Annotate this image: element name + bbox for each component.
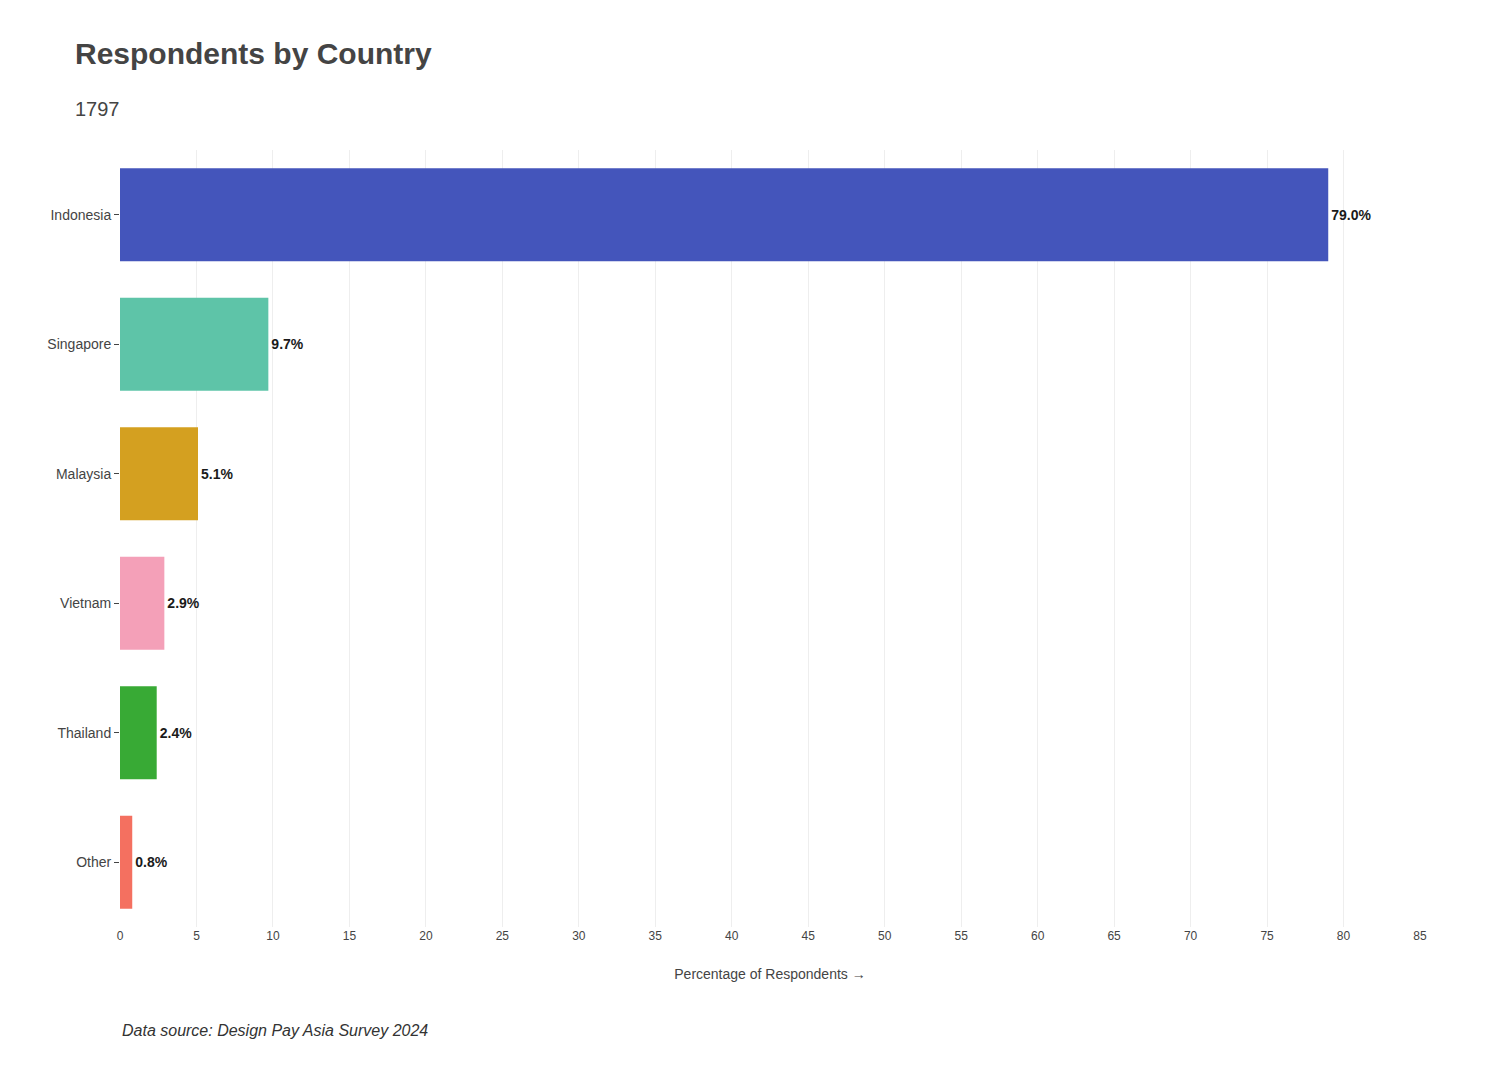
svg-text:35: 35 <box>649 929 663 943</box>
svg-text:45: 45 <box>802 929 816 943</box>
svg-text:Other: Other <box>76 854 111 870</box>
svg-text:Percentage of Respondents →: Percentage of Respondents → <box>674 966 865 982</box>
svg-text:30: 30 <box>572 929 586 943</box>
svg-text:20: 20 <box>419 929 433 943</box>
svg-text:0.8%: 0.8% <box>135 854 167 870</box>
svg-text:Vietnam: Vietnam <box>60 595 111 611</box>
svg-text:70: 70 <box>1184 929 1198 943</box>
svg-text:2.9%: 2.9% <box>167 595 199 611</box>
svg-text:5: 5 <box>193 929 200 943</box>
svg-text:55: 55 <box>955 929 969 943</box>
svg-text:Respondents by Country: Respondents by Country <box>75 37 432 70</box>
svg-text:65: 65 <box>1107 929 1121 943</box>
svg-text:Singapore: Singapore <box>47 336 111 352</box>
svg-text:15: 15 <box>343 929 357 943</box>
svg-text:9.7%: 9.7% <box>271 336 303 352</box>
svg-text:85: 85 <box>1413 929 1427 943</box>
svg-text:0: 0 <box>117 929 124 943</box>
svg-text:40: 40 <box>725 929 739 943</box>
svg-text:Thailand: Thailand <box>57 725 111 741</box>
svg-text:25: 25 <box>496 929 510 943</box>
svg-text:79.0%: 79.0% <box>1331 207 1371 223</box>
svg-text:Indonesia: Indonesia <box>50 207 111 223</box>
svg-text:10: 10 <box>266 929 280 943</box>
svg-text:Data source: Design Pay Asia S: Data source: Design Pay Asia Survey 2024 <box>122 1022 428 1039</box>
svg-text:75: 75 <box>1260 929 1274 943</box>
svg-text:50: 50 <box>878 929 892 943</box>
svg-text:Malaysia: Malaysia <box>56 466 111 482</box>
svg-text:2.4%: 2.4% <box>160 725 192 741</box>
svg-text:80: 80 <box>1337 929 1351 943</box>
svg-text:5.1%: 5.1% <box>201 466 233 482</box>
svg-text:60: 60 <box>1031 929 1045 943</box>
svg-text:1797: 1797 <box>75 98 120 120</box>
